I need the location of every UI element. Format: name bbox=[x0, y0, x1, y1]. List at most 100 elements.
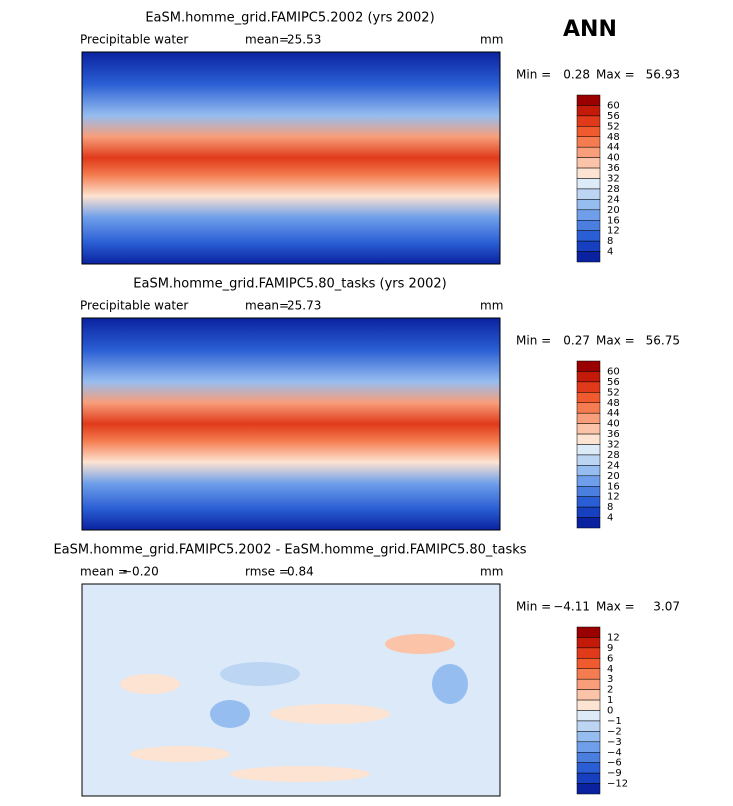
colorbar-label: 4 bbox=[607, 664, 613, 675]
colorbar-label: 48 bbox=[607, 398, 620, 409]
colorbar-label: 8 bbox=[607, 502, 613, 513]
min-label: Min = bbox=[516, 68, 551, 82]
variable-name: Precipitable water bbox=[80, 33, 188, 47]
season-label: ANN bbox=[563, 17, 617, 42]
colorbar-box bbox=[576, 444, 601, 456]
colorbar-label: −4 bbox=[607, 747, 622, 758]
colorbar-box bbox=[576, 506, 601, 518]
colorbar-box bbox=[576, 517, 601, 529]
colorbar-box bbox=[576, 136, 601, 148]
colorbar-label: 56 bbox=[607, 377, 620, 388]
colorbar-label: −9 bbox=[607, 768, 622, 779]
colorbar-box bbox=[576, 752, 601, 763]
stat-label: mean= bbox=[245, 33, 289, 47]
colorbar-box bbox=[576, 230, 601, 242]
min-value: 0.28 bbox=[563, 68, 590, 82]
colorbar-box bbox=[576, 94, 601, 106]
colorbar-box bbox=[576, 637, 601, 649]
colorbar-box bbox=[576, 251, 601, 263]
colorbar-label: 60 bbox=[607, 366, 620, 377]
min-label: Min = bbox=[516, 334, 551, 348]
colorbar-label: 1 bbox=[607, 695, 613, 706]
max-value: 3.07 bbox=[653, 600, 680, 614]
colorbar-label: 44 bbox=[607, 142, 620, 153]
colorbar-label: 24 bbox=[607, 460, 620, 471]
max-label: Max = bbox=[596, 600, 635, 614]
colorbar-box bbox=[576, 402, 601, 414]
colorbar-box bbox=[576, 146, 601, 158]
colorbar-label: −2 bbox=[607, 726, 622, 737]
units: mm bbox=[480, 299, 503, 313]
colorbar-label: 16 bbox=[607, 481, 620, 492]
colorbar-box bbox=[576, 433, 601, 445]
colorbar-box bbox=[576, 647, 601, 659]
colorbar-label: 3 bbox=[607, 674, 613, 685]
colorbar-box bbox=[576, 720, 601, 732]
colorbar-box bbox=[576, 157, 601, 169]
colorbar-box bbox=[576, 381, 601, 393]
colorbar-label: 48 bbox=[607, 132, 620, 143]
colorbar-label: 32 bbox=[607, 174, 620, 185]
stat-label: mean= bbox=[245, 299, 289, 313]
colorbar-label: 12 bbox=[607, 226, 620, 237]
map-anomaly bbox=[385, 634, 455, 654]
colorbar-box bbox=[576, 465, 601, 477]
stat-value: 25.73 bbox=[287, 299, 321, 313]
colorbar-label: 20 bbox=[607, 205, 620, 216]
map-anomaly bbox=[220, 662, 300, 686]
map-anomaly bbox=[210, 700, 250, 728]
colorbar-box bbox=[576, 658, 601, 669]
map-anomaly bbox=[230, 766, 370, 782]
colorbar-label: 60 bbox=[607, 100, 620, 111]
stat-label: mean = bbox=[80, 565, 128, 579]
colorbar-box bbox=[576, 105, 601, 117]
colorbar-label: 20 bbox=[607, 471, 620, 482]
min-value: 0.27 bbox=[563, 334, 590, 348]
panel-title: EaSM.homme_grid.FAMIPC5.80_tasks (yrs 20… bbox=[133, 277, 446, 292]
colorbar-label: 4 bbox=[607, 513, 613, 524]
colorbar-box bbox=[576, 220, 601, 231]
colorbar-box bbox=[576, 475, 601, 487]
colorbar-box bbox=[576, 454, 601, 466]
colorbar-box bbox=[576, 360, 601, 372]
colorbar-label: 28 bbox=[607, 450, 620, 461]
colorbar-label: −12 bbox=[607, 779, 628, 790]
colorbar-label: −3 bbox=[607, 737, 622, 748]
colorbar-label: 36 bbox=[607, 429, 620, 440]
colorbar-box bbox=[576, 371, 601, 383]
colorbar-label: 40 bbox=[607, 419, 620, 430]
colorbar-box bbox=[576, 209, 601, 221]
stat-label: rmse = bbox=[245, 565, 289, 579]
map bbox=[81, 51, 501, 265]
colorbar-label: 8 bbox=[607, 236, 613, 247]
colorbar-box bbox=[576, 178, 601, 190]
colorbar-box bbox=[576, 741, 601, 753]
colorbar-box bbox=[576, 167, 601, 179]
stat-value: 25.53 bbox=[287, 33, 321, 47]
colorbar-box bbox=[576, 678, 601, 690]
colorbar-label: 12 bbox=[607, 632, 620, 643]
map-anomaly bbox=[432, 664, 468, 704]
colorbar-box bbox=[576, 188, 601, 200]
max-value: 56.75 bbox=[646, 334, 680, 348]
colorbar-label: 40 bbox=[607, 153, 620, 164]
min-value: −4.11 bbox=[553, 600, 590, 614]
colorbar-box bbox=[576, 126, 601, 137]
colorbar-label: 28 bbox=[607, 184, 620, 195]
colorbar-label: 32 bbox=[607, 440, 620, 451]
panel-title: EaSM.homme_grid.FAMIPC5.2002 (yrs 2002) bbox=[145, 11, 434, 26]
colorbar-label: −6 bbox=[607, 758, 622, 769]
colorbar-box bbox=[576, 626, 601, 638]
colorbar-box bbox=[576, 731, 601, 743]
colorbar-label: 44 bbox=[607, 408, 620, 419]
colorbar-label: 12 bbox=[607, 492, 620, 503]
min-label: Min = bbox=[516, 600, 551, 614]
colorbar-label: 56 bbox=[607, 111, 620, 122]
colorbar-label: 9 bbox=[607, 643, 613, 654]
colorbar-label: 36 bbox=[607, 163, 620, 174]
colorbar-label: −1 bbox=[607, 716, 622, 727]
colorbar-label: 4 bbox=[607, 247, 613, 258]
colorbar-box bbox=[576, 772, 601, 784]
colorbar-box bbox=[576, 710, 601, 722]
